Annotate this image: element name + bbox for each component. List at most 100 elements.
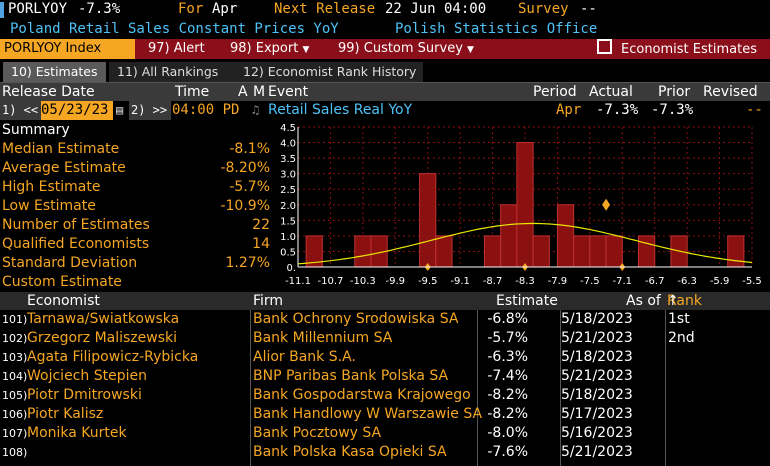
row-number: 108) — [2, 446, 28, 459]
release-date-input[interactable]: 05/23/23 — [41, 101, 113, 120]
release-prior: -7.3% — [651, 102, 694, 118]
histogram-bar — [589, 235, 607, 268]
for-label: For — [178, 1, 204, 17]
table-row[interactable]: 102) Grzegorz Maliszewski Bank Millennium … — [0, 329, 770, 348]
summary-row: Average Estimate -8.20% — [0, 159, 272, 178]
last-value: -7.3% — [78, 1, 121, 17]
column-divider — [250, 310, 251, 466]
histogram-bar — [500, 204, 518, 268]
x-tick-label: -6.3 — [677, 276, 697, 287]
x-tick-label: -7.1 — [613, 276, 633, 287]
x-tick-label: -10.3 — [350, 276, 376, 287]
economist-estimates-button[interactable]: Economist Estimates — [597, 39, 757, 59]
rank-label: Rank — [667, 293, 702, 309]
alert-button[interactable]: 97) Alert — [148, 41, 205, 56]
x-tick-label: -6.7 — [645, 276, 665, 287]
summary-panel: Summary Median Estimate -8.1% Average Est… — [0, 121, 272, 291]
x-tick-label: -5.5 — [742, 276, 762, 287]
histogram-bar — [354, 235, 372, 268]
firm-name: Bank Handlowy W Warszawie SA — [253, 406, 483, 422]
summary-value: 1.27% — [225, 255, 270, 271]
as-of-date: 5/16/2023 — [561, 425, 633, 441]
security-description: Poland Retail Sales Constant Prices YoY … — [0, 20, 770, 39]
estimates-histogram: 0.0.51.01.52.02.53.03.54.04.5-11.1 -10.7-… — [280, 123, 762, 287]
tab-economist-rank-history[interactable]: 12) Economist Rank History — [235, 62, 423, 82]
table-row[interactable]: 101) Tarnawa/Swiatkowska Bank Ochrony Srod… — [0, 310, 770, 329]
toolbar: PORLYOY Index 97) Alert 98) Export ▼ 99)… — [0, 39, 770, 59]
tab-estimates[interactable]: 10) Estimates — [3, 62, 106, 82]
y-tick-label: 3.5 — [280, 154, 296, 165]
summary-value: -8.20% — [220, 160, 270, 176]
economist-name: Wojciech Stepien — [27, 368, 147, 384]
sort-arrow-icon: ↑ — [667, 293, 679, 309]
release-row: 1) << 05/23/23 ▤ 2) >> 04:00 PD ♫ Retail… — [0, 101, 770, 120]
histogram-bar — [532, 235, 550, 268]
row-number: 105) — [2, 389, 28, 402]
col-a: A — [238, 84, 248, 100]
next-release-button[interactable]: 2) >> — [129, 101, 171, 120]
firm-name: Bank Millennium SA — [253, 330, 393, 346]
row-number: 103) — [2, 351, 28, 364]
row-number: 102) — [2, 332, 28, 345]
summary-label: High Estimate — [2, 179, 101, 195]
as-of-date: 5/18/2023 — [561, 311, 633, 327]
y-tick-label: 3.0 — [280, 170, 296, 181]
normal-distribution-curve — [297, 222, 753, 265]
col-estimate[interactable]: Estimate — [496, 293, 558, 309]
summary-label: Custom Estimate — [2, 274, 122, 290]
y-tick-label: 2.5 — [280, 185, 296, 196]
y-tick-label: 0. — [286, 263, 296, 274]
firm-name: BNP Paribas Bank Polska SA — [253, 368, 449, 384]
y-tick-label: 4.5 — [280, 123, 296, 134]
header-marker — [0, 2, 4, 18]
bell-icon[interactable]: ♫ — [252, 103, 260, 117]
export-menu[interactable]: 98) Export ▼ — [230, 39, 309, 59]
table-row[interactable]: 107) Monika Kurtek Bank Pocztowy SA -8.0% 5/… — [0, 424, 770, 443]
x-tick-label: -5.9 — [710, 276, 730, 287]
y-tick-label: 1.0 — [280, 232, 296, 243]
histogram-bar — [638, 235, 656, 268]
col-as-of[interactable]: As of — [626, 293, 661, 309]
summary-label: Qualified Economists — [2, 236, 150, 252]
event-name[interactable]: Retail Sales Real YoY — [268, 102, 413, 118]
col-prior: Prior — [658, 84, 691, 100]
release-revised: -- — [746, 102, 763, 118]
row-number: 101) — [2, 313, 28, 326]
x-tick-label: -7.9 — [548, 276, 568, 287]
as-of-date: 5/17/2023 — [561, 406, 633, 422]
economist-name: Piotr Kalisz — [27, 406, 104, 422]
col-firm[interactable]: Firm — [253, 293, 284, 309]
summary-value: 22 — [252, 217, 270, 233]
col-time: Time — [175, 84, 210, 100]
actual-marker — [602, 198, 611, 211]
security-header: PORLYOY -7.3% For Apr Next Release 22 Ju… — [0, 0, 770, 20]
row-number: 104) — [2, 370, 28, 383]
economist-name: Grzegorz Maliszewski — [27, 330, 178, 346]
economist-name: Agata Filipowicz-Rybicka — [27, 349, 199, 365]
economist-table-header: Economist Firm Estimate As of Rank ↑ — [0, 292, 770, 310]
table-row[interactable]: 104) Wojciech Stepien BNP Paribas Bank Pol… — [0, 367, 770, 386]
summary-value: 14 — [252, 236, 270, 252]
column-divider — [560, 310, 561, 466]
release-period: Apr — [556, 102, 582, 118]
table-row[interactable]: 106) Piotr Kalisz Bank Handlowy W Warszawi… — [0, 405, 770, 424]
table-row[interactable]: 105) Piotr Dmitrowski Bank Gospodarstwa Kr… — [0, 386, 770, 405]
col-economist[interactable]: Economist — [27, 293, 100, 309]
summary-row[interactable]: Custom Estimate — [0, 273, 272, 292]
table-row[interactable]: 103) Agata Filipowicz-Rybicka Alior Bank S… — [0, 348, 770, 367]
estimate-value: -8.2% — [487, 387, 528, 403]
custom-survey-menu[interactable]: 99) Custom Survey ▼ — [338, 39, 474, 59]
economist-table: 101) Tarnawa/Swiatkowska Bank Ochrony Srod… — [0, 310, 770, 466]
calendar-icon[interactable]: ▤ — [116, 103, 124, 117]
economist-name: Tarnawa/Swiatkowska — [27, 311, 180, 327]
summary-row: Low Estimate -10.9% — [0, 197, 272, 216]
index-label[interactable]: PORLYOY Index — [0, 39, 135, 59]
release-time: 04:00 PD — [172, 102, 240, 118]
x-tick-label: -10.7 — [317, 276, 343, 287]
prev-release-button[interactable]: 1) << — [0, 101, 42, 120]
table-row[interactable]: 108) Bank Polska Kasa Opieki SA -7.6% 5/21/… — [0, 443, 770, 462]
chevron-down-icon: ▼ — [467, 45, 474, 55]
summary-value: -5.7% — [229, 179, 270, 195]
tab-all-rankings[interactable]: 11) All Rankings — [109, 62, 235, 82]
next-release-value: 22 Jun 04:00 — [385, 1, 487, 17]
